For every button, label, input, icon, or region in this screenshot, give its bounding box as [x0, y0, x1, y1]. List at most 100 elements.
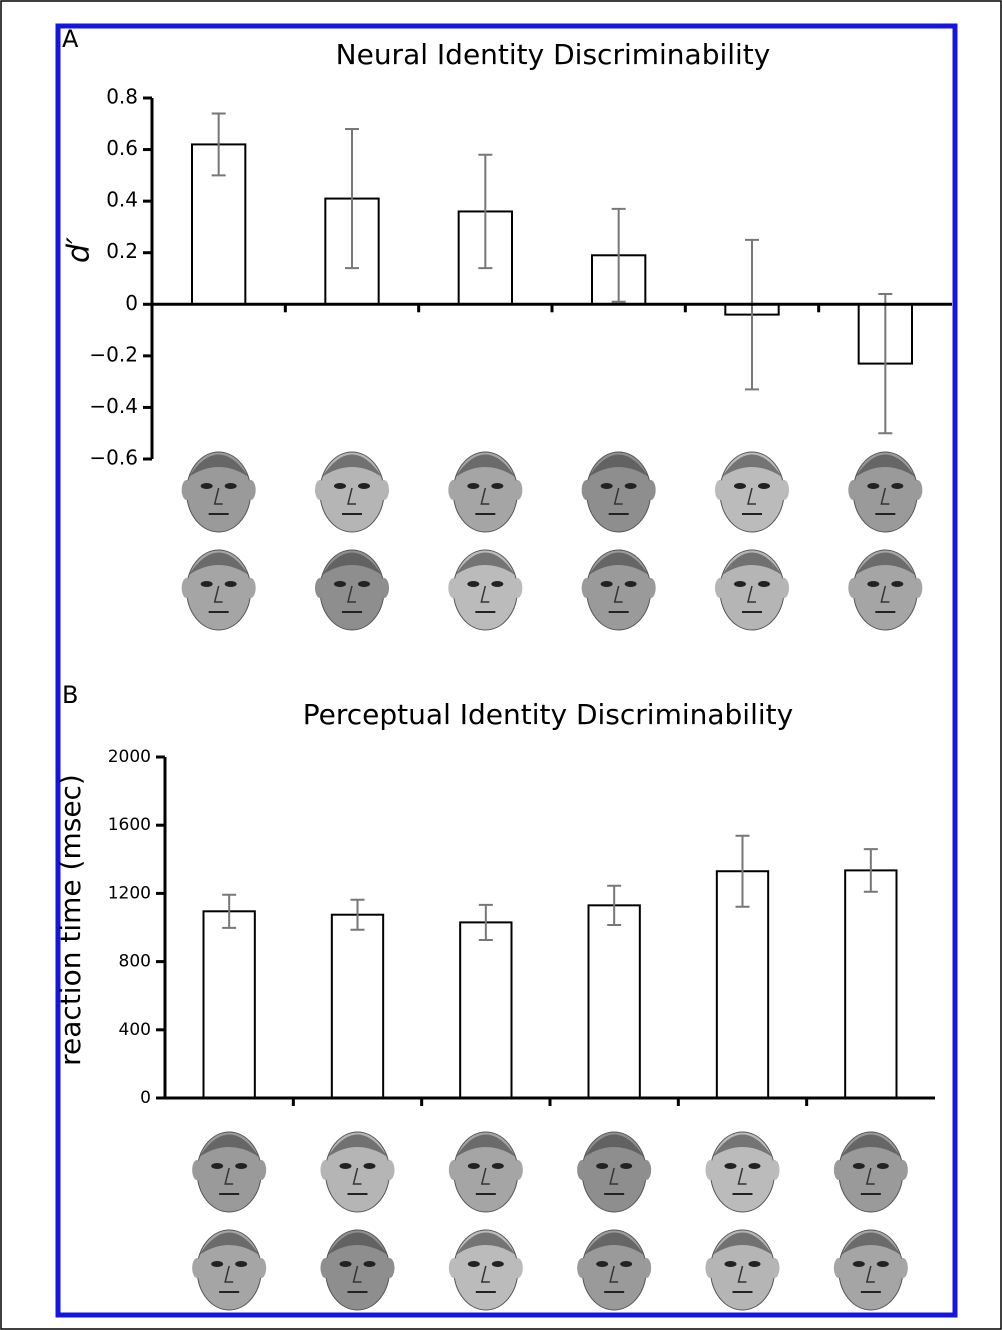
- bar: [844, 869, 898, 1099]
- face-eye: [334, 483, 346, 489]
- face-eye: [596, 1163, 609, 1169]
- y-tick-label: 0.4: [106, 188, 138, 212]
- face-ear: [320, 1258, 331, 1278]
- face-eye: [748, 1163, 761, 1169]
- face-image: [448, 1131, 523, 1213]
- face-ear: [769, 1258, 780, 1278]
- face-nose: [224, 1167, 234, 1185]
- face-ear: [315, 578, 325, 598]
- error-bar: [345, 127, 359, 270]
- face-hair: [588, 552, 649, 575]
- face-image: [181, 451, 256, 533]
- chart-title: Perceptual Identity Discriminability: [303, 698, 793, 731]
- y-axis-label: reaction time (msec): [54, 774, 87, 1066]
- face-nose: [737, 1265, 747, 1283]
- face-ear: [448, 1258, 459, 1278]
- face-eye: [891, 483, 904, 489]
- face-ear: [384, 1160, 395, 1180]
- face-ear: [705, 1160, 716, 1180]
- face-eye: [200, 483, 213, 489]
- face-hair: [840, 1134, 901, 1157]
- y-tick-label: 400: [119, 1020, 151, 1040]
- face-eye: [852, 1163, 865, 1169]
- face-nose: [480, 1167, 490, 1185]
- face-ear: [192, 1160, 203, 1180]
- face-ear: [715, 480, 725, 500]
- face-image: [192, 1229, 267, 1311]
- face-ear: [645, 480, 656, 500]
- face-nose: [480, 1265, 490, 1283]
- face-image: [833, 1131, 908, 1213]
- face-image: [848, 451, 923, 533]
- face-hair: [855, 454, 916, 477]
- face-eye: [358, 483, 370, 489]
- face-hair: [322, 552, 382, 575]
- face-ear: [512, 578, 523, 598]
- face-hair: [584, 1134, 645, 1157]
- face-eye: [235, 1261, 248, 1267]
- face-hair: [855, 552, 916, 575]
- face-nose: [747, 585, 756, 603]
- face-nose: [865, 1167, 875, 1185]
- face-eye: [876, 1163, 889, 1169]
- face-ear: [448, 1160, 459, 1180]
- face-ear: [448, 480, 459, 500]
- face-ear: [577, 1160, 588, 1180]
- face-hair: [712, 1134, 773, 1157]
- error-bar: [211, 112, 226, 177]
- face-eye: [467, 581, 480, 587]
- face-ear: [512, 1258, 523, 1278]
- face-ear: [912, 578, 923, 598]
- y-tick-label: 2000: [108, 747, 151, 767]
- face-nose: [609, 1167, 619, 1185]
- face-eye: [491, 1261, 504, 1267]
- y-tick-label: 0.8: [106, 85, 138, 109]
- face-nose: [480, 487, 490, 505]
- face-eye: [724, 1163, 737, 1169]
- error-bar: [222, 893, 237, 929]
- face-image: [448, 451, 523, 533]
- face-hair: [455, 454, 516, 477]
- face-image: [715, 451, 789, 533]
- face-nose: [480, 585, 490, 603]
- face-ear: [641, 1258, 652, 1278]
- face-nose: [747, 487, 756, 505]
- face-hair: [584, 1232, 645, 1255]
- error-bar: [611, 207, 626, 303]
- face-nose: [352, 1265, 362, 1283]
- face-eye: [211, 1163, 224, 1169]
- error-bar: [735, 834, 750, 908]
- face-ear: [833, 1160, 844, 1180]
- bar: [587, 904, 641, 1100]
- face-image: [320, 1229, 395, 1311]
- face-eye: [620, 1261, 633, 1267]
- face-image: [315, 549, 389, 631]
- face-hair: [327, 1232, 388, 1255]
- face-nose: [213, 585, 223, 603]
- face-ear: [448, 578, 459, 598]
- face-eye: [852, 1261, 865, 1267]
- face-eye: [200, 581, 213, 587]
- face-ear: [379, 480, 389, 500]
- face-eye: [339, 1163, 352, 1169]
- face-nose: [880, 487, 890, 505]
- face-eye: [600, 483, 613, 489]
- face-eye: [600, 581, 613, 587]
- face-ear: [897, 1160, 908, 1180]
- face-eye: [734, 581, 746, 587]
- face-hair: [840, 1232, 901, 1255]
- face-eye: [339, 1261, 352, 1267]
- face-image: [448, 1229, 523, 1311]
- face-ear: [581, 578, 592, 598]
- face-eye: [491, 1163, 504, 1169]
- face-eye: [467, 483, 480, 489]
- face-hair: [199, 1232, 260, 1255]
- face-ear: [848, 480, 859, 500]
- face-eye: [224, 581, 237, 587]
- face-hair: [188, 454, 249, 477]
- error-bar: [350, 898, 365, 931]
- y-tick-label: 1200: [108, 883, 151, 903]
- face-ear: [192, 1258, 203, 1278]
- bar: [202, 910, 256, 1099]
- face-hair: [722, 454, 782, 477]
